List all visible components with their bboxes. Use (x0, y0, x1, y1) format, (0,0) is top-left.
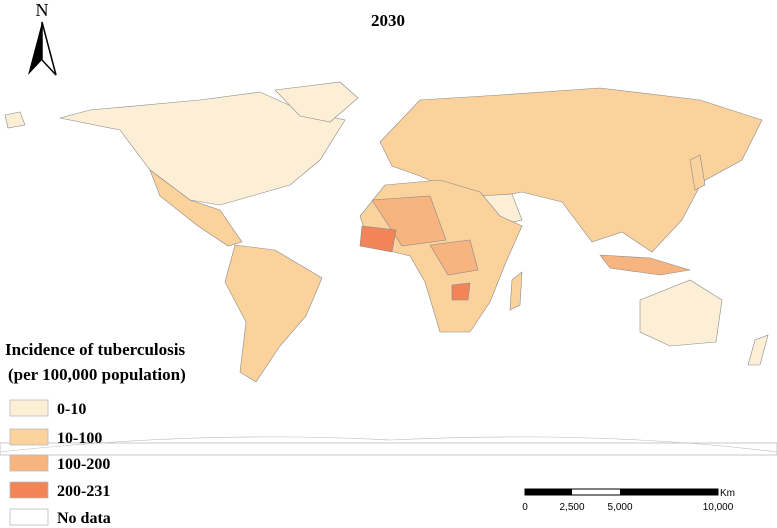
legend-label: 0-10 (57, 401, 86, 418)
map-title: 2030 (371, 11, 405, 30)
north-arrow (28, 21, 57, 76)
legend-swatch (9, 399, 49, 417)
legend-label: 200-231 (57, 483, 110, 500)
legend-label: No data (57, 510, 111, 527)
legend-swatch (9, 508, 49, 526)
legend-swatch (9, 454, 49, 472)
legend-title: Incidence of tuberculosis (5, 340, 185, 359)
legend-label: 100-200 (57, 456, 110, 473)
legend-swatch (9, 428, 49, 446)
legend: 0-10 10-100 100-200 200-231 No data (9, 399, 111, 527)
scale-bar: 0 2,500 5,000 10,000 Km (522, 488, 735, 513)
scale-unit: Km (720, 488, 735, 499)
scale-label: 0 (522, 502, 528, 513)
legend-label: 10-100 (57, 430, 102, 447)
world-map (0, 81, 777, 456)
north-label: N (36, 0, 49, 20)
legend-swatch (9, 481, 49, 499)
scale-label: 2,500 (559, 502, 584, 513)
legend-title: (per 100,000 population) (8, 365, 186, 384)
scale-label: 5,000 (607, 502, 632, 513)
scale-label: 10,000 (703, 502, 734, 513)
